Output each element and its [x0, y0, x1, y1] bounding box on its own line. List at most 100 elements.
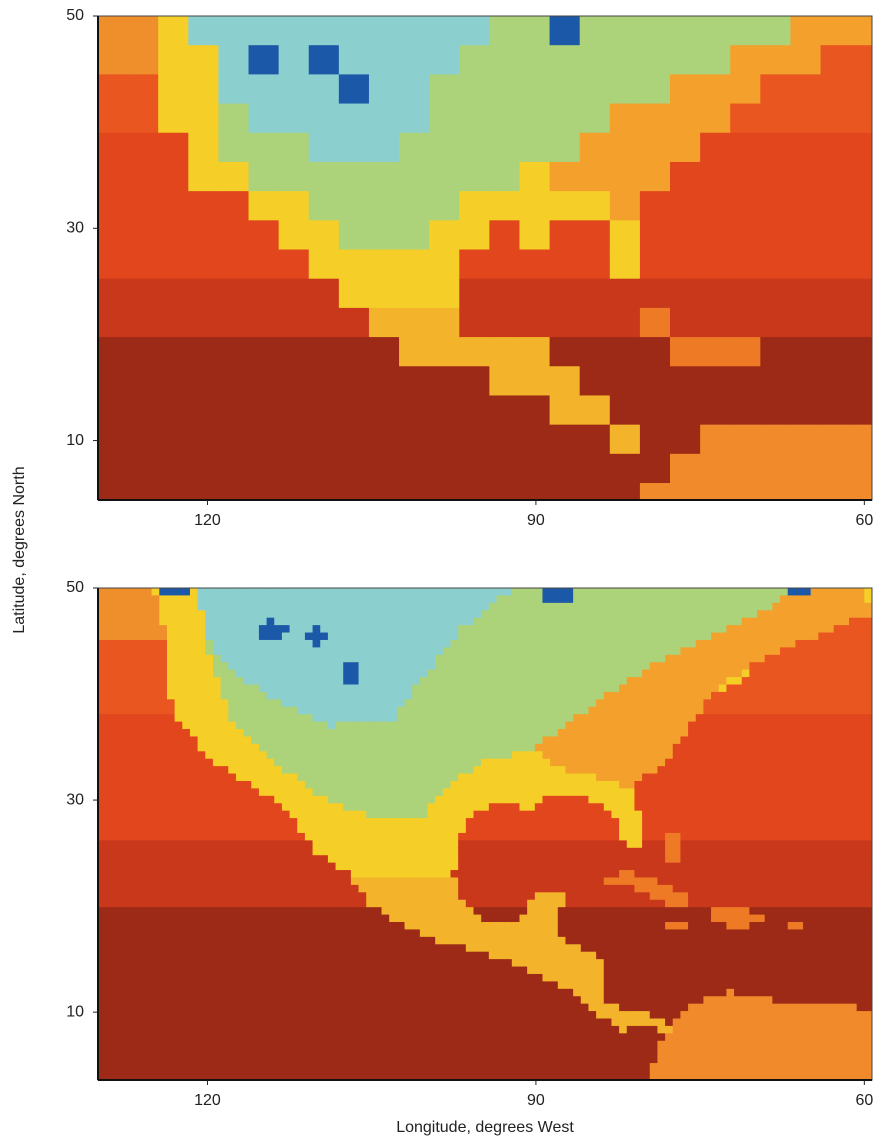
map-cell: [459, 45, 490, 75]
map-cell: [435, 907, 443, 915]
map-cell: [128, 16, 159, 46]
map-cell: [113, 818, 121, 826]
map-cell: [512, 981, 520, 989]
map-cell: [558, 633, 566, 641]
map-cell: [159, 922, 167, 930]
map-cell: [244, 885, 252, 893]
map-cell: [213, 1048, 221, 1056]
map-cell: [504, 1085, 512, 1093]
map-cell: [282, 595, 290, 603]
map-cell: [428, 662, 436, 670]
map-cell: [297, 848, 305, 856]
map-cell: [504, 826, 512, 834]
map-cell: [700, 308, 731, 338]
map-cell: [573, 1019, 581, 1027]
map-cell: [336, 1070, 344, 1078]
map-cell: [351, 907, 359, 915]
map-cell: [320, 1056, 328, 1064]
map-cell: [504, 774, 512, 782]
map-cell: [129, 996, 137, 1004]
map-cell: [251, 677, 259, 685]
map-cell: [136, 692, 144, 700]
map-cell: [305, 788, 313, 796]
map-cell: [167, 848, 175, 856]
map-cell: [343, 944, 351, 952]
map-cell: [336, 840, 344, 848]
map-cell: [374, 751, 382, 759]
map-cell: [565, 922, 573, 930]
map-cell: [182, 1085, 190, 1093]
map-cell: [213, 915, 221, 923]
map-cell: [581, 996, 589, 1004]
map-cell: [527, 1004, 535, 1012]
map-cell: [121, 1056, 129, 1064]
map-cell: [113, 722, 121, 730]
map-cell: [236, 670, 244, 678]
map-cell: [588, 863, 596, 871]
map-cell: [328, 699, 336, 707]
map-cell: [596, 840, 604, 848]
map-cell: [249, 279, 280, 309]
map-cell: [121, 892, 129, 900]
map-cell: [451, 818, 459, 826]
map-cell: [565, 974, 573, 982]
map-cell: [760, 425, 791, 455]
map-cell: [121, 1026, 129, 1034]
map-cell: [527, 1026, 535, 1034]
map-cell: [588, 900, 596, 908]
map-cell: [512, 907, 520, 915]
map-cell: [190, 759, 198, 767]
map-cell: [374, 922, 382, 930]
map-cell: [558, 1048, 566, 1056]
map-cell: [399, 250, 430, 280]
map-cell: [213, 989, 221, 997]
map-cell: [412, 1004, 420, 1012]
map-cell: [351, 944, 359, 952]
map-cell: [144, 1033, 152, 1041]
map-cell: [152, 1070, 160, 1078]
map-cell: [610, 395, 641, 425]
map-cell: [466, 1063, 474, 1071]
map-cell: [251, 670, 259, 678]
map-cell: [481, 670, 489, 678]
map-cell: [152, 959, 160, 967]
map-cell: [610, 45, 641, 75]
map-cell: [474, 922, 482, 930]
map-cell: [128, 104, 159, 134]
map-cell: [221, 826, 229, 834]
map-cell: [305, 885, 313, 893]
map-cell: [382, 1004, 390, 1012]
map-cell: [481, 959, 489, 967]
map-cell: [435, 640, 443, 648]
map-cell: [397, 714, 405, 722]
map-cell: [129, 863, 137, 871]
map-cell: [550, 922, 558, 930]
map-cell: [297, 989, 305, 997]
map-cell: [159, 1033, 167, 1041]
map-cell: [573, 833, 581, 841]
map-cell: [259, 833, 267, 841]
map-cell: [459, 250, 490, 280]
map-cell: [290, 848, 298, 856]
map-cell: [558, 640, 566, 648]
map-cell: [290, 1033, 298, 1041]
map-cell: [128, 454, 159, 484]
map-cell: [466, 915, 474, 923]
map-cell: [175, 877, 183, 885]
map-cell: [152, 1019, 160, 1027]
map-cell: [205, 1011, 213, 1019]
map-cell: [106, 952, 114, 960]
map-cell: [213, 1011, 221, 1019]
map-cell: [213, 892, 221, 900]
map-cell: [466, 625, 474, 633]
map-cell: [374, 647, 382, 655]
map-cell: [190, 1019, 198, 1027]
map-cell: [221, 774, 229, 782]
map-cell: [474, 603, 482, 611]
map-cell: [519, 1056, 527, 1064]
map-cell: [489, 647, 497, 655]
map-cell: [221, 885, 229, 893]
map-cell: [428, 944, 436, 952]
map-cell: [175, 774, 183, 782]
map-cell: [279, 104, 310, 134]
